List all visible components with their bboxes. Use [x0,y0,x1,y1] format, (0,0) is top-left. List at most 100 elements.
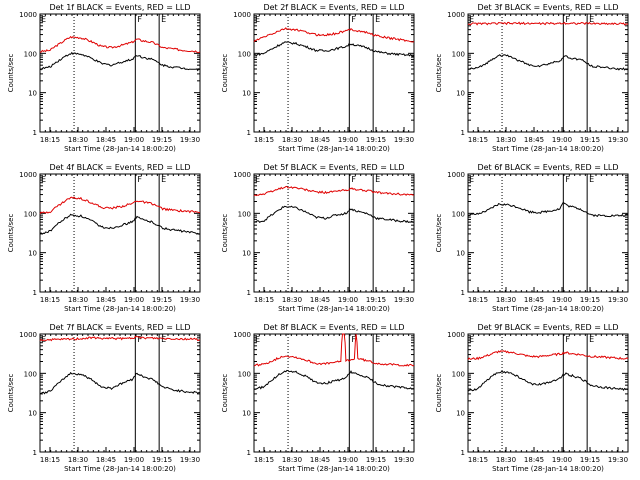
x-axis-label: Start Time (28-Jan-14 18:00:20) [278,305,390,313]
x-tick-label: 19:00 [552,456,572,464]
panel-title: Det 9f BLACK = Events, RED = LLD [477,323,618,332]
x-tick-label: 18:15 [468,136,488,144]
plot-frame [39,13,201,133]
lld-rate-line [253,333,415,367]
y-tick-label: 1000 [447,171,465,179]
x-tick-label: 18:30 [68,136,88,144]
panel-title: Det 2f BLACK = Events, RED = LLD [263,3,404,12]
y-axis-label: Counts/sec [435,54,443,93]
plot-frame [253,173,415,293]
top-left-marker-label: E [255,335,260,344]
y-axis-label: Counts/sec [221,374,229,413]
x-tick-label: 19:15 [152,136,172,144]
x-tick-label: 18:30 [282,296,302,304]
top-left-marker-label: E [469,175,474,184]
events-rate-line [39,371,201,395]
x-tick-label: 19:15 [580,456,600,464]
marker-label: E [161,335,166,344]
x-axis-label: Start Time (28-Jan-14 18:00:20) [64,465,176,473]
events-rate-line [253,205,415,223]
x-tick-label: 18:30 [496,136,516,144]
y-tick-label: 100 [452,50,465,58]
y-tick-label: 1 [33,129,37,137]
y-tick-label: 1 [33,289,37,297]
y-tick-label: 10 [28,250,37,258]
x-axis-label: Start Time (28-Jan-14 18:00:20) [64,145,176,153]
x-tick-label: 18:15 [254,296,274,304]
x-tick-label: 19:15 [366,136,386,144]
y-axis-label: Counts/sec [435,214,443,253]
events-rate-line [253,41,415,57]
x-axis-label: Start Time (28-Jan-14 18:00:20) [492,465,604,473]
marker-label: E [589,175,594,184]
y-tick-label: 1 [461,289,465,297]
y-tick-label: 100 [452,370,465,378]
y-tick-label: 10 [242,410,251,418]
top-left-marker-label: E [255,175,260,184]
x-tick-label: 19:30 [394,296,414,304]
events-rate-line [39,51,201,72]
marker-label: F [565,15,570,24]
y-tick-label: 10 [456,250,465,258]
y-axis-label: Counts/sec [221,54,229,93]
y-tick-label: 1000 [19,11,37,19]
x-tick-label: 19:00 [338,136,358,144]
x-tick-label: 19:15 [152,456,172,464]
marker-label: F [351,175,356,184]
y-axis-label: Counts/sec [7,54,15,93]
x-tick-label: 18:45 [524,136,544,144]
events-rate-line [467,201,629,218]
panel-title: Det 5f BLACK = Events, RED = LLD [263,163,404,172]
panel-det-8: Det 8f BLACK = Events, RED = LLD 1 10 100 10… [221,323,415,473]
top-left-marker-label: E [469,335,474,344]
panel-title: Det 8f BLACK = Events, RED = LLD [263,323,404,332]
y-tick-label: 100 [24,50,37,58]
events-rate-line [467,54,629,71]
lld-rate-line [253,185,415,197]
y-tick-label: 10 [28,90,37,98]
y-tick-label: 1000 [19,331,37,339]
marker-label: E [375,175,380,184]
panel-det-9: Det 9f BLACK = Events, RED = LLD 1 10 100 10… [435,323,629,473]
plot-frame [467,173,629,293]
x-tick-label: 18:15 [254,456,274,464]
y-tick-label: 1 [461,449,465,457]
y-tick-label: 1 [247,129,251,137]
y-tick-label: 100 [238,50,251,58]
x-tick-label: 18:30 [282,456,302,464]
y-tick-label: 1 [247,289,251,297]
x-tick-label: 19:15 [580,296,600,304]
x-tick-label: 18:15 [40,136,60,144]
x-tick-label: 19:30 [180,456,200,464]
lld-rate-line [467,350,629,361]
y-axis-label: Counts/sec [7,374,15,413]
x-tick-label: 18:45 [96,456,116,464]
y-tick-label: 1000 [447,331,465,339]
marker-label: E [375,15,380,24]
x-tick-label: 19:30 [394,456,414,464]
panel-det-6: Det 6f BLACK = Events, RED = LLD 1 10 100 10… [435,163,629,313]
x-tick-label: 18:15 [468,456,488,464]
y-tick-label: 1 [33,449,37,457]
y-tick-label: 1 [461,129,465,137]
x-axis-label: Start Time (28-Jan-14 18:00:20) [278,465,390,473]
marker-label: E [375,335,380,344]
lld-rate-line [39,196,201,215]
x-tick-label: 18:15 [254,136,274,144]
y-tick-label: 100 [238,210,251,218]
plot-frame [467,13,629,133]
marker-label: E [589,15,594,24]
x-tick-label: 19:00 [124,456,144,464]
x-axis-label: Start Time (28-Jan-14 18:00:20) [492,305,604,313]
x-tick-label: 18:30 [496,456,516,464]
x-tick-label: 19:30 [180,136,200,144]
x-axis-label: Start Time (28-Jan-14 18:00:20) [278,145,390,153]
x-tick-label: 18:30 [496,296,516,304]
panel-title: Det 3f BLACK = Events, RED = LLD [477,3,618,12]
y-tick-label: 10 [28,410,37,418]
panel-det-4: Det 4f BLACK = Events, RED = LLD 1 10 100 10… [7,163,201,313]
y-tick-label: 10 [242,90,251,98]
marker-label: F [351,15,356,24]
x-tick-label: 19:15 [366,456,386,464]
panel-det-2: Det 2f BLACK = Events, RED = LLD 1 10 100 10… [221,3,415,153]
